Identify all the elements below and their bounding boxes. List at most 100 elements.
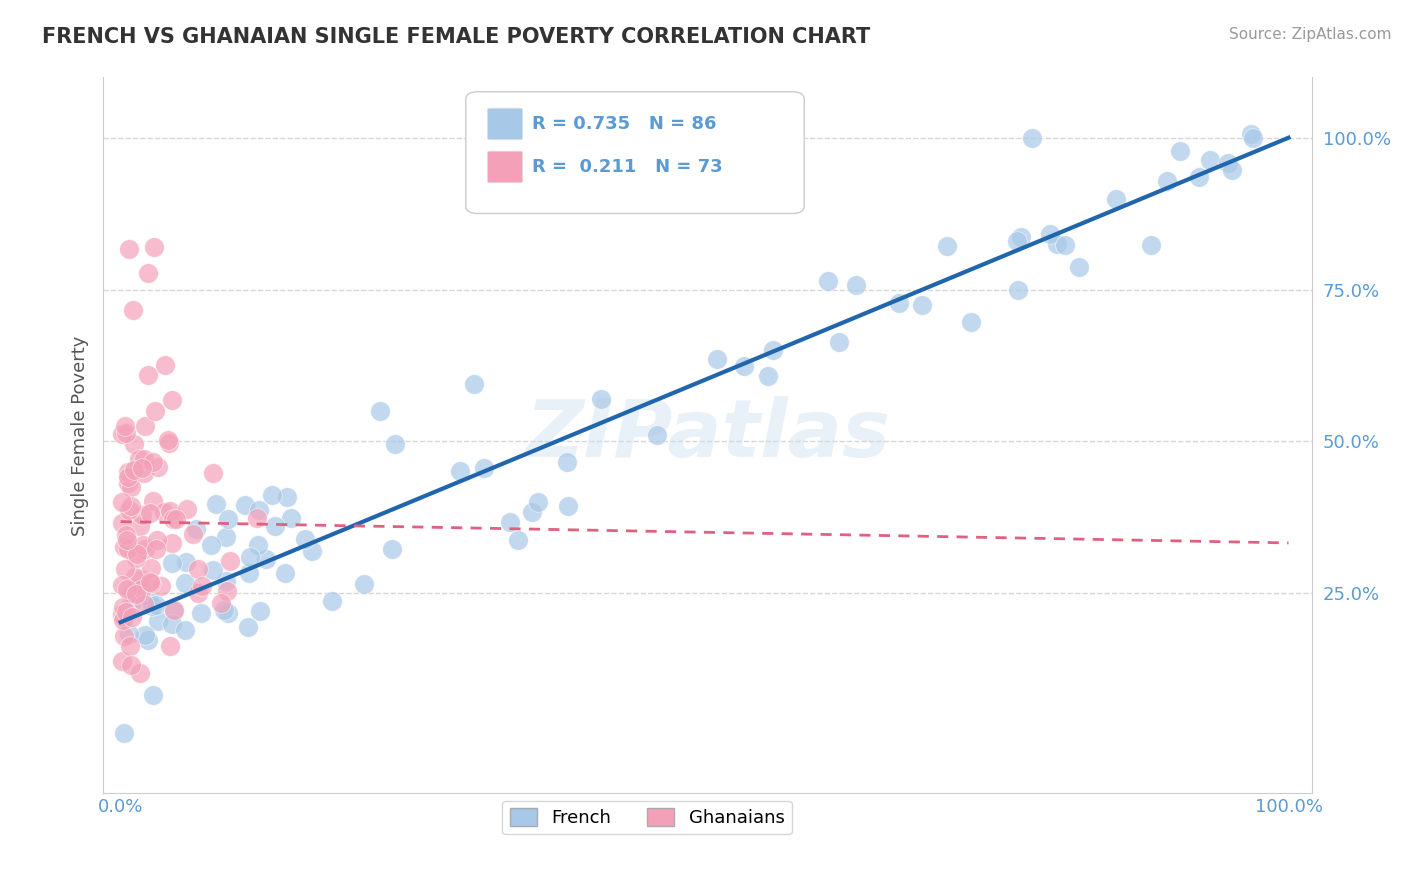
Point: [134, 542, 156, 557]
Point: [120, 597, 142, 611]
Point: [136, 590, 159, 604]
Point: [111, 516, 134, 530]
Point: [249, 604, 271, 618]
Point: [114, 605, 136, 619]
Point: [557, 499, 579, 513]
Point: [139, 507, 162, 521]
Point: [205, 497, 228, 511]
Point: [1010, 229, 1032, 244]
Point: [112, 726, 135, 740]
Point: [1240, 127, 1263, 141]
Point: [160, 557, 183, 571]
Point: [120, 500, 142, 514]
Point: [162, 512, 184, 526]
Point: [174, 555, 197, 569]
Point: [132, 538, 155, 552]
Point: [121, 302, 143, 317]
Point: [384, 436, 406, 450]
Point: [145, 541, 167, 556]
Point: [935, 238, 957, 252]
Point: [131, 508, 153, 522]
Point: [118, 503, 141, 517]
Point: [758, 368, 780, 383]
FancyBboxPatch shape: [488, 108, 523, 140]
Point: [132, 452, 155, 467]
Point: [1140, 238, 1163, 252]
Point: [160, 536, 183, 550]
Point: [276, 490, 298, 504]
Point: [124, 570, 146, 584]
Point: [1007, 283, 1029, 297]
Point: [191, 579, 214, 593]
Point: [238, 566, 260, 581]
Point: [1005, 235, 1028, 249]
Point: [149, 579, 172, 593]
Point: [233, 499, 256, 513]
Point: [125, 550, 148, 565]
Point: [132, 466, 155, 480]
Point: [887, 296, 910, 310]
Point: [1046, 237, 1069, 252]
Point: [217, 607, 239, 621]
Point: [156, 433, 179, 447]
Point: [112, 613, 135, 627]
Point: [114, 562, 136, 576]
Point: [353, 577, 375, 591]
Text: R = 0.735   N = 86: R = 0.735 N = 86: [533, 115, 717, 133]
Point: [1053, 237, 1076, 252]
Point: [591, 392, 613, 406]
Text: Source: ZipAtlas.com: Source: ZipAtlas.com: [1229, 27, 1392, 42]
Point: [128, 665, 150, 680]
Point: [200, 538, 222, 552]
Point: [111, 495, 134, 509]
Point: [143, 404, 166, 418]
Point: [186, 522, 208, 536]
Point: [142, 494, 165, 508]
Text: ZIPatlas: ZIPatlas: [524, 396, 890, 475]
Point: [117, 582, 139, 596]
Point: [1216, 156, 1239, 170]
Legend: French, Ghanaians: French, Ghanaians: [502, 801, 792, 834]
Point: [142, 239, 165, 253]
Point: [142, 688, 165, 702]
Point: [214, 530, 236, 544]
Point: [139, 574, 162, 589]
Point: [506, 533, 529, 547]
Point: [262, 488, 284, 502]
Point: [321, 594, 343, 608]
Point: [645, 427, 668, 442]
Point: [209, 596, 232, 610]
Point: [146, 614, 169, 628]
Text: FRENCH VS GHANAIAN SINGLE FEMALE POVERTY CORRELATION CHART: FRENCH VS GHANAIAN SINGLE FEMALE POVERTY…: [42, 27, 870, 46]
Point: [214, 603, 236, 617]
Point: [125, 587, 148, 601]
Point: [141, 599, 163, 614]
Point: [173, 575, 195, 590]
Point: [368, 404, 391, 418]
Point: [141, 455, 163, 469]
Point: [117, 475, 139, 490]
Point: [1168, 144, 1191, 158]
Point: [134, 419, 156, 434]
Point: [1243, 131, 1265, 145]
Point: [219, 554, 242, 568]
Point: [163, 603, 186, 617]
Point: [733, 359, 755, 373]
Point: [139, 561, 162, 575]
Point: [124, 463, 146, 477]
Point: [190, 606, 212, 620]
Point: [118, 627, 141, 641]
Point: [131, 582, 153, 596]
Point: [828, 334, 851, 349]
Point: [845, 277, 868, 292]
Point: [111, 607, 134, 622]
Point: [157, 436, 180, 450]
Y-axis label: Single Female Poverty: Single Female Poverty: [72, 335, 89, 535]
Point: [239, 550, 262, 565]
Point: [114, 426, 136, 441]
Point: [163, 604, 186, 618]
Point: [121, 610, 143, 624]
Text: R =  0.211   N = 73: R = 0.211 N = 73: [533, 158, 723, 176]
Point: [131, 461, 153, 475]
Point: [111, 578, 134, 592]
